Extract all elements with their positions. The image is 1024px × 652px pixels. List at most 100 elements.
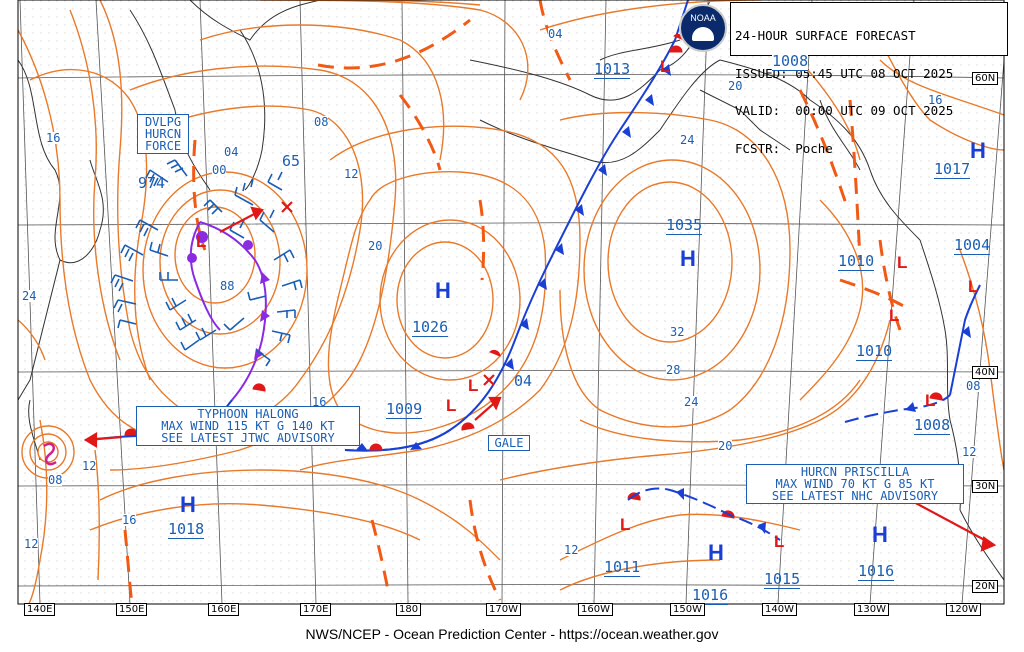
isobar-label: 12 [564, 543, 579, 557]
svg-text:L: L [774, 532, 784, 551]
longitude-label: 150W [670, 603, 705, 616]
pressure-label: 1008 [914, 416, 951, 435]
noaa-logo: NOAA [679, 4, 727, 52]
isobar-label: 08 [314, 115, 329, 129]
high-marker: H [970, 138, 986, 163]
isobar-label: 12 [24, 537, 39, 551]
box-line: HURCN [144, 127, 182, 141]
pressure-label: 974 [138, 174, 166, 192]
isobar-label: 12 [344, 167, 359, 181]
isobar-label: 04 [548, 27, 563, 41]
pressure-label: 1004 [954, 236, 991, 255]
longitude-label: 170E [300, 603, 332, 616]
pressure-label: 1016 [692, 586, 729, 605]
isobar-label: 16 [312, 395, 327, 409]
coastlines [18, 0, 1004, 581]
tropical-storm-symbol [43, 442, 57, 466]
longitude-label: 180 [396, 603, 422, 616]
typhoon-halong-symbol [196, 231, 208, 243]
isobar-label: 20 [728, 79, 743, 93]
isobar-label: 16 [928, 93, 943, 107]
isobar-label: 00 [212, 163, 227, 177]
svg-text:L: L [889, 306, 899, 325]
longitude-label: 140E [24, 603, 56, 616]
isobar-label: 12 [82, 459, 97, 473]
high-marker: H [872, 522, 888, 547]
pressure-label: 1009 [386, 400, 423, 419]
svg-text:L: L [196, 232, 206, 251]
box-line: MAX WIND 115 KT G 140 KT [161, 419, 335, 433]
svg-text:L: L [620, 515, 630, 534]
wind-barbs [110, 159, 303, 367]
isobar-label: 24 [684, 395, 699, 409]
box-line: HURCN PRISCILLA [800, 465, 910, 479]
isobar-label: 16 [122, 513, 137, 527]
longitude-label: 170W [486, 603, 521, 616]
isobar-label: 08 [966, 379, 981, 393]
longitude-label: 120W [946, 603, 981, 616]
pressure-label: 1010 [856, 342, 893, 361]
high-marker: H [180, 492, 196, 517]
box-line: SEE LATEST NHC ADVISORY [771, 489, 939, 503]
isobars [18, 0, 1004, 604]
pressure-label: 1015 [764, 570, 801, 589]
forecast-header: 24-HOUR SURFACE FORECAST ISSUED: 05:45 U… [730, 2, 1008, 154]
pressure-label: 1026 [412, 318, 449, 337]
longitude-label: 130W [854, 603, 889, 616]
pressure-label: 1017 [934, 160, 971, 179]
pressure-label: 04 [514, 372, 533, 390]
longitude-label: 140W [762, 603, 797, 616]
isobar-label: 28 [666, 363, 681, 377]
latitude-label: 60N [972, 72, 999, 85]
header-title: 24-HOUR SURFACE FORECAST [735, 28, 916, 43]
svg-text:L: L [660, 57, 670, 76]
header-forecaster: FCSTR: Poche [735, 140, 833, 156]
isobar-label: 24 [680, 133, 695, 147]
isobar-label: 32 [670, 325, 685, 339]
isobar-label: 12 [962, 445, 977, 459]
box-line: DVLPG [144, 115, 182, 129]
svg-text:L: L [968, 277, 978, 296]
isobar-label: 16 [46, 131, 61, 145]
latitude-label: 30N [972, 480, 999, 493]
high-marker: H [680, 246, 696, 271]
isobar-label: 20 [718, 439, 733, 453]
svg-text:L: L [897, 253, 907, 272]
longitude-label: 160W [578, 603, 613, 616]
pressure-label: 1011 [604, 558, 641, 577]
box-line: FORCE [144, 139, 182, 153]
latitude-label: 40N [972, 366, 999, 379]
isobar-label: 88 [220, 279, 235, 293]
pressure-label: 65 [282, 152, 301, 170]
high-marker: H [435, 278, 451, 303]
noaa-logo-text: NOAA [690, 13, 716, 23]
svg-text:L: L [468, 376, 478, 395]
longitude-label: 160E [208, 603, 240, 616]
pressure-label: 1013 [594, 60, 631, 79]
pressure-label: 1035 [666, 216, 703, 235]
high-marker: H [708, 540, 724, 565]
isobar-label: 04 [224, 145, 239, 159]
box-line: MAX WIND 70 KT G 85 KT [775, 477, 935, 491]
isobar-label: 20 [368, 239, 383, 253]
motion-arrows [83, 206, 997, 552]
gale-box: GALE [488, 435, 530, 451]
pressure-label: 1008 [772, 52, 809, 71]
typhoon-halong-box: TYPHOON HALONG MAX WIND 115 KT G 140 KT … [136, 406, 360, 446]
header-valid: VALID: 00:00 UTC 09 OCT 2025 [735, 103, 954, 118]
svg-text:L: L [925, 391, 935, 410]
footer-credit: NWS/NCEP - Ocean Prediction Center - htt… [305, 626, 719, 642]
box-line: TYPHOON HALONG [197, 407, 299, 421]
latitude-label: 20N [972, 580, 999, 593]
pressure-label: 1018 [168, 520, 205, 539]
svg-text:L: L [446, 396, 456, 415]
troughs [123, 0, 911, 604]
isobar-label: 08 [48, 473, 63, 487]
hurricane-priscilla-box: HURCN PRISCILLA MAX WIND 70 KT G 85 KT S… [746, 464, 964, 504]
pressure-label: 1016 [858, 562, 895, 581]
cold-front [344, 0, 689, 452]
isobar-label: 24 [22, 289, 37, 303]
x-markers [281, 201, 495, 386]
low-markers: L L L L L L L L L L [196, 57, 978, 551]
